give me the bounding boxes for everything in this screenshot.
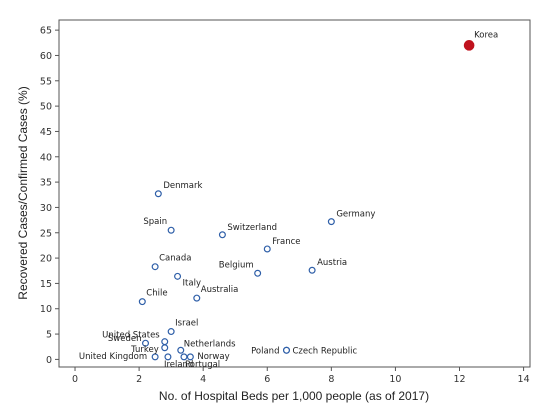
y-tick-label: 5	[46, 330, 52, 341]
point-label: Australia	[201, 285, 239, 295]
point-label: Portugal	[185, 360, 220, 370]
point-label: Spain	[143, 217, 167, 227]
x-tick-label: 10	[389, 374, 401, 385]
y-tick-label: 15	[40, 279, 52, 290]
data-point	[154, 190, 162, 198]
data-point	[308, 266, 316, 274]
y-tick-label: 65	[40, 26, 52, 37]
data-point	[142, 339, 150, 347]
point-label: Italy	[183, 278, 201, 288]
data-point	[167, 328, 175, 336]
y-axis-label: Recovered Cases/Confirmed Cases (%)	[16, 86, 30, 299]
data-point	[167, 226, 175, 234]
x-tick-label: 6	[264, 374, 270, 385]
x-tick-label: 8	[328, 374, 334, 385]
data-point	[180, 353, 188, 361]
y-tick-label: 0	[46, 355, 52, 366]
data-point	[263, 245, 271, 253]
data-point	[138, 298, 146, 306]
point-label: Chile	[146, 289, 167, 299]
y-tick-label: 50	[40, 102, 52, 113]
x-axis: 0 2 4 6 8 10 12 14	[72, 367, 530, 385]
point-label: Belgium	[219, 260, 254, 270]
data-point	[177, 346, 185, 354]
point-label: United Kingdom	[79, 352, 147, 362]
x-tick-label: 14	[518, 374, 530, 385]
data-point	[161, 344, 169, 352]
data-point	[164, 353, 172, 361]
data-point	[151, 353, 159, 361]
point-label: France	[272, 237, 300, 247]
y-tick-label: 20	[40, 254, 52, 265]
y-tick-label: 40	[40, 152, 52, 163]
x-axis-label: No. of Hospital Beds per 1,000 people (a…	[159, 389, 429, 403]
data-point	[161, 338, 169, 346]
data-point	[463, 40, 475, 51]
y-tick-label: 45	[40, 127, 52, 138]
x-tick-label: 0	[72, 374, 78, 385]
plot-frame	[58, 19, 531, 368]
point-label: Ireland	[164, 360, 193, 370]
y-tick-label: 60	[40, 51, 52, 62]
x-tick-label: 2	[136, 374, 142, 385]
data-point	[193, 294, 201, 302]
y-tick-label: 35	[40, 178, 52, 189]
x-tick-label: 4	[200, 374, 206, 385]
point-label: Germany	[336, 210, 375, 220]
point-label: Sweden	[108, 334, 142, 344]
point-label: Turkey	[130, 345, 159, 355]
point-label: Switzerland	[227, 223, 277, 233]
data-point	[254, 269, 262, 277]
data-points	[138, 40, 475, 361]
y-tick-label: 55	[40, 76, 52, 87]
data-point	[151, 263, 159, 271]
data-point	[186, 353, 194, 361]
y-axis: 0 5 10 15 20 25 30 35 40 45 50 55 60 65	[40, 26, 59, 366]
point-label: Poland	[251, 346, 279, 356]
y-tick-label: 10	[40, 304, 52, 315]
point-label: United States	[102, 331, 160, 341]
data-point	[282, 346, 290, 354]
data-point	[174, 272, 182, 280]
point-label: Netherlands	[184, 339, 236, 349]
point-label: Austria	[317, 258, 347, 268]
point-label: Denmark	[163, 181, 202, 191]
point-labels: Korea Denmark Germany Spain Switzerland Franc…	[79, 30, 498, 370]
data-point	[327, 218, 335, 226]
point-label: Norway	[197, 352, 229, 362]
point-label: Israel	[175, 319, 198, 329]
y-tick-label: 30	[40, 203, 52, 214]
point-label: Czech Republic	[292, 346, 357, 356]
point-label: Canada	[159, 254, 191, 264]
data-point	[218, 231, 226, 239]
x-tick-label: 12	[453, 374, 465, 385]
y-tick-label: 25	[40, 228, 52, 239]
point-label: Korea	[474, 30, 498, 40]
